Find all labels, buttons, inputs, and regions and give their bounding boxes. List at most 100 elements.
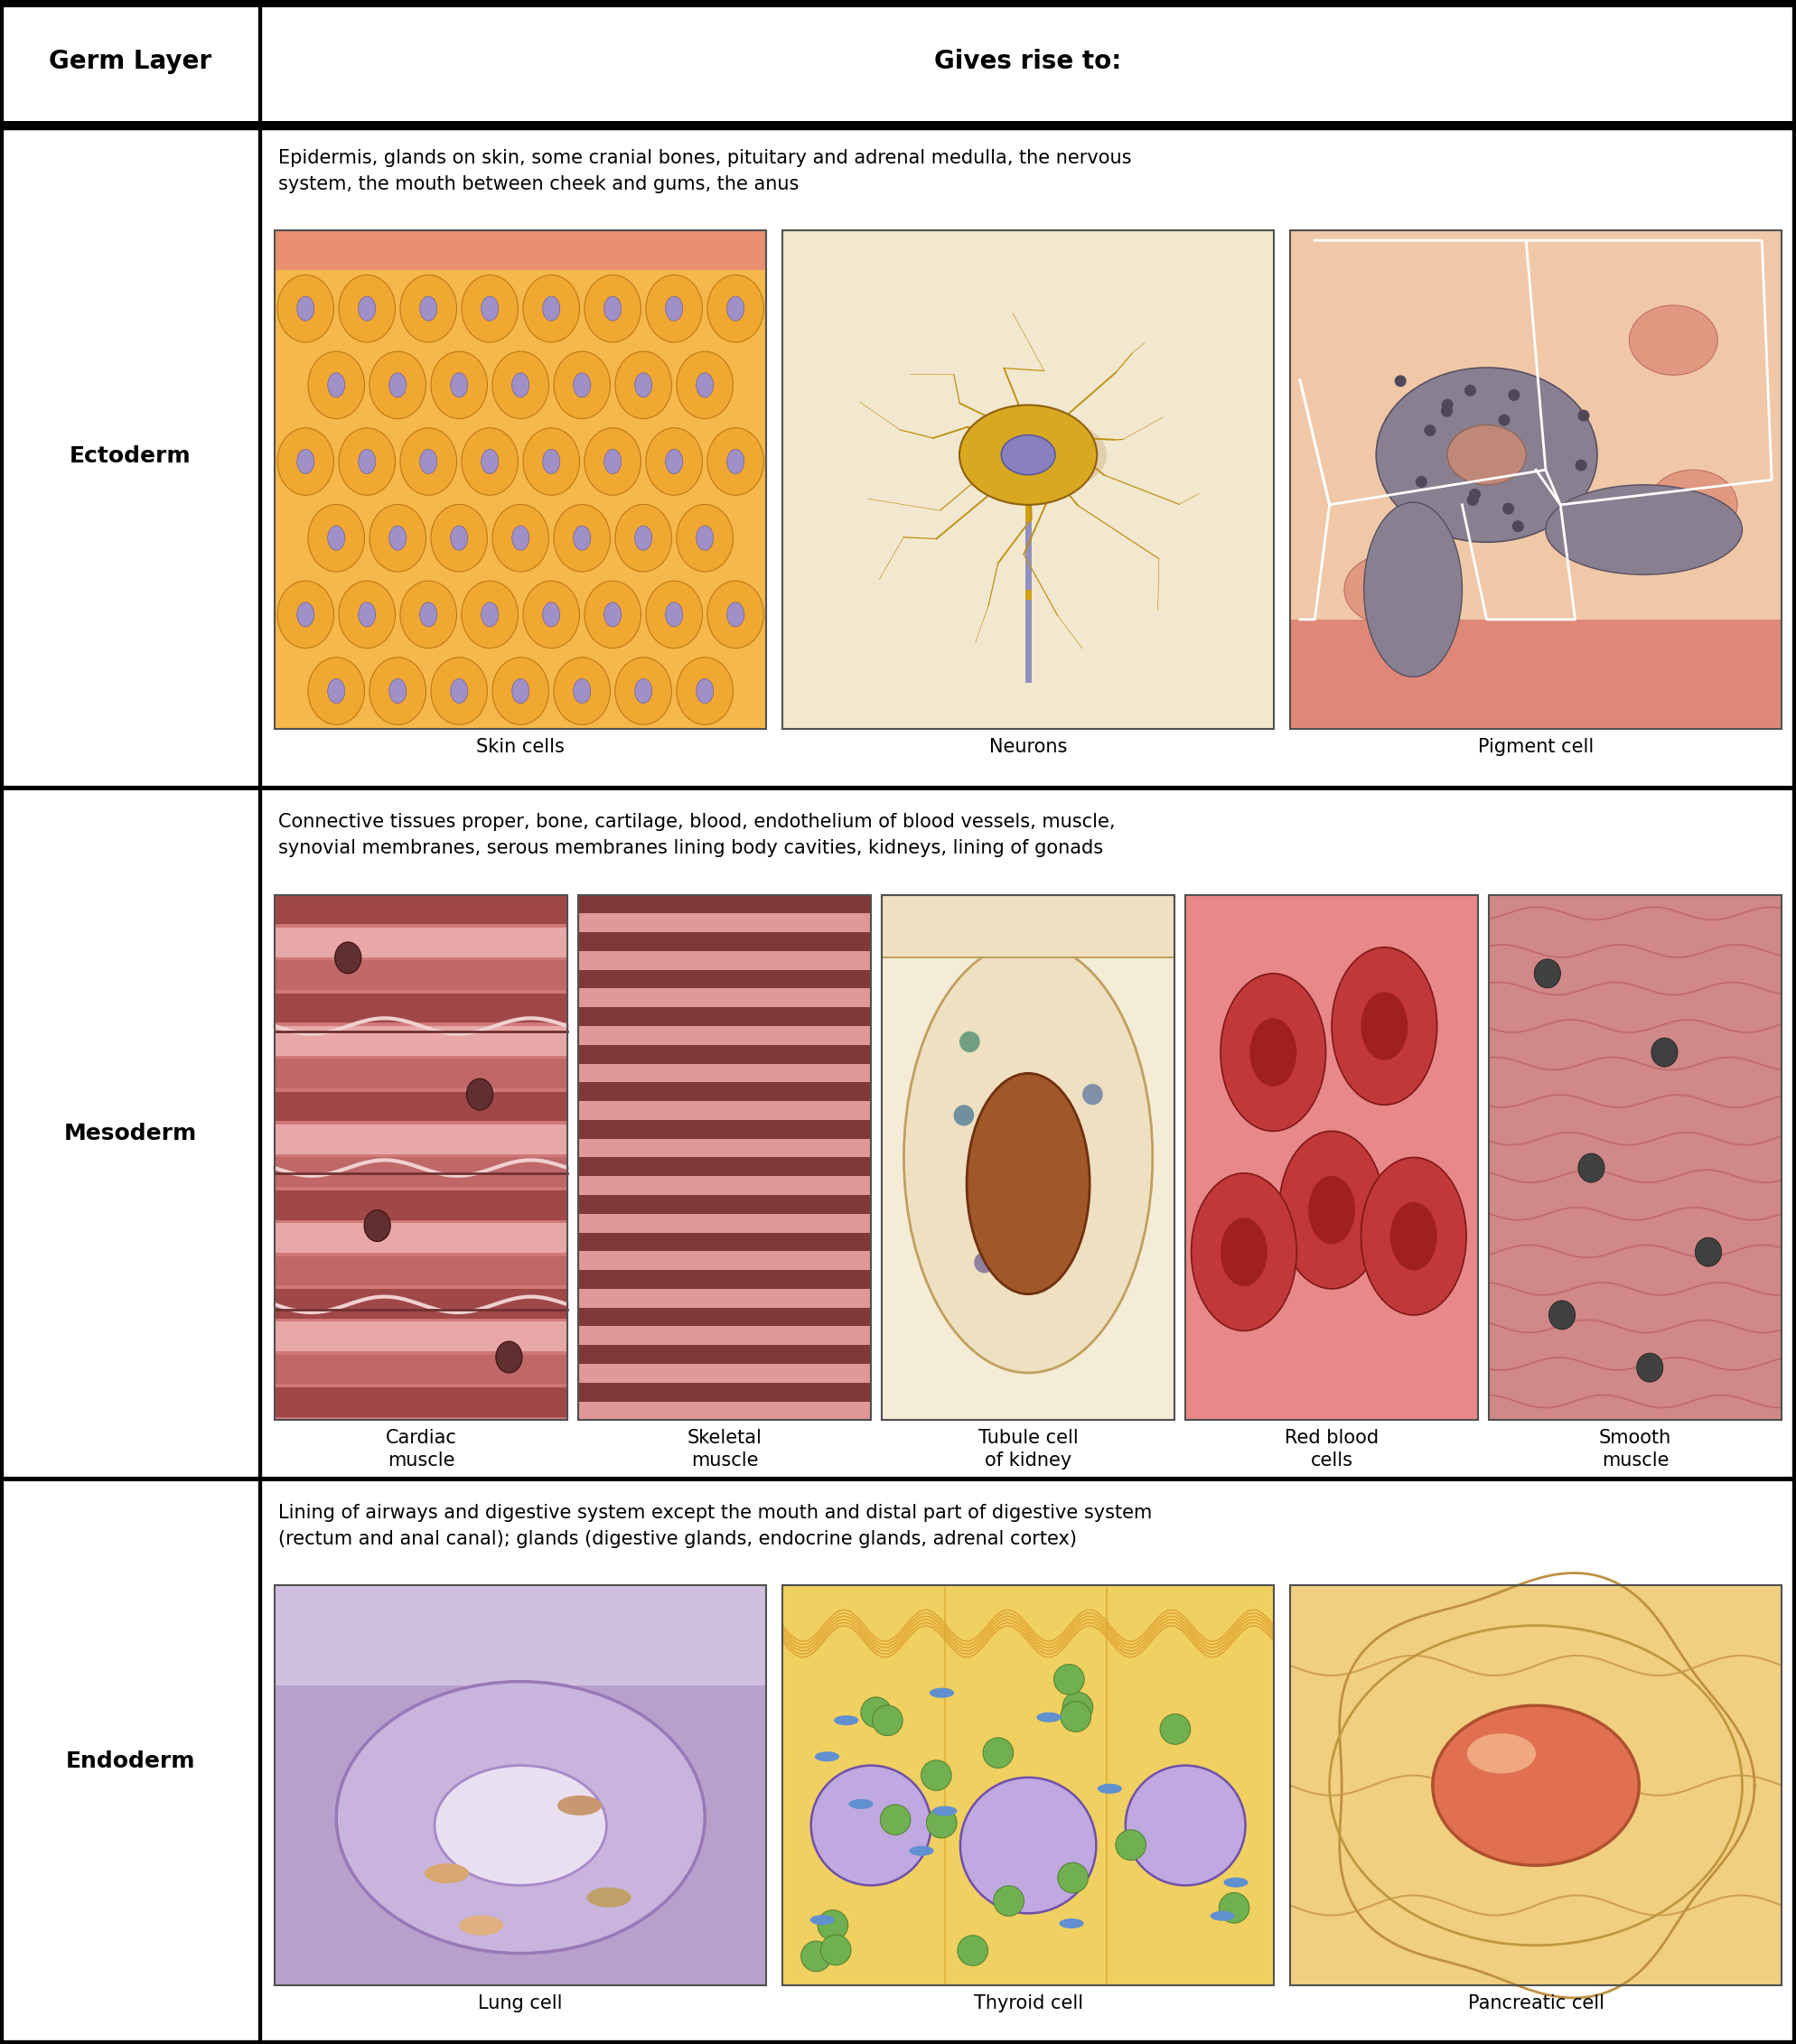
Ellipse shape: [435, 1766, 607, 1885]
Bar: [578, 895, 871, 914]
Ellipse shape: [462, 276, 517, 341]
Ellipse shape: [584, 580, 641, 648]
Ellipse shape: [277, 580, 334, 648]
Ellipse shape: [603, 450, 621, 474]
Ellipse shape: [420, 296, 436, 321]
Ellipse shape: [634, 679, 652, 703]
Text: Ectoderm: Ectoderm: [70, 446, 190, 466]
Ellipse shape: [462, 580, 517, 648]
Bar: [1290, 231, 1782, 730]
Bar: [578, 1363, 871, 1382]
Ellipse shape: [309, 505, 365, 572]
Ellipse shape: [697, 679, 713, 703]
Bar: [275, 928, 568, 957]
Text: Smooth
muscle: Smooth muscle: [1598, 1429, 1672, 1470]
Ellipse shape: [390, 372, 406, 397]
Ellipse shape: [481, 296, 499, 321]
Bar: [275, 1059, 568, 1089]
Bar: [882, 895, 1175, 1421]
Ellipse shape: [492, 352, 550, 419]
Ellipse shape: [557, 1795, 602, 1815]
Ellipse shape: [334, 942, 361, 973]
Ellipse shape: [616, 352, 672, 419]
Ellipse shape: [1651, 1038, 1677, 1067]
Bar: [882, 895, 1175, 1421]
Bar: [578, 932, 871, 950]
Ellipse shape: [542, 296, 560, 321]
Bar: [1489, 895, 1782, 1421]
Ellipse shape: [573, 679, 591, 703]
Ellipse shape: [523, 580, 580, 648]
Bar: [578, 914, 871, 932]
Ellipse shape: [1060, 1919, 1083, 1927]
Ellipse shape: [401, 427, 456, 495]
Ellipse shape: [647, 427, 702, 495]
Ellipse shape: [496, 1341, 523, 1374]
Bar: [275, 1290, 568, 1318]
Ellipse shape: [1083, 1083, 1103, 1106]
Ellipse shape: [359, 296, 375, 321]
Ellipse shape: [339, 276, 395, 341]
Ellipse shape: [1036, 1713, 1061, 1723]
Ellipse shape: [553, 505, 611, 572]
Ellipse shape: [634, 372, 652, 397]
Ellipse shape: [1221, 1218, 1268, 1286]
Bar: [275, 1388, 568, 1416]
Bar: [783, 1586, 1273, 1985]
Ellipse shape: [647, 276, 702, 341]
Ellipse shape: [666, 603, 682, 628]
Text: Epidermis, glands on skin, some cranial bones, pituitary and adrenal medulla, th: Epidermis, glands on skin, some cranial …: [278, 149, 1131, 192]
Ellipse shape: [460, 1915, 503, 1936]
Text: Pancreatic cell: Pancreatic cell: [1467, 1995, 1604, 2013]
Ellipse shape: [616, 658, 672, 726]
Circle shape: [1467, 495, 1478, 505]
Bar: [578, 1327, 871, 1345]
Ellipse shape: [815, 1752, 839, 1762]
Bar: [275, 1026, 568, 1055]
Ellipse shape: [365, 1210, 390, 1241]
Bar: [783, 231, 1273, 730]
Circle shape: [1498, 415, 1510, 425]
Bar: [783, 231, 1273, 730]
Ellipse shape: [424, 1864, 469, 1883]
Bar: [578, 1063, 871, 1083]
Bar: [275, 1322, 568, 1351]
Circle shape: [1219, 1893, 1250, 1923]
Ellipse shape: [309, 658, 365, 726]
Text: Connective tissues proper, bone, cartilage, blood, endothelium of blood vessels,: Connective tissues proper, bone, cartila…: [278, 814, 1115, 856]
Ellipse shape: [1390, 1202, 1437, 1271]
Bar: [578, 1157, 871, 1175]
Text: Lining of airways and digestive system except the mouth and distal part of diges: Lining of airways and digestive system e…: [278, 1504, 1153, 1547]
Ellipse shape: [420, 450, 436, 474]
Bar: [275, 895, 568, 924]
Ellipse shape: [451, 525, 467, 550]
Circle shape: [1509, 388, 1519, 401]
Bar: [578, 1345, 871, 1363]
Ellipse shape: [492, 658, 550, 726]
Ellipse shape: [1695, 1237, 1722, 1267]
Ellipse shape: [1629, 305, 1717, 376]
Ellipse shape: [1548, 1300, 1575, 1329]
Ellipse shape: [481, 603, 499, 628]
Ellipse shape: [677, 352, 733, 419]
Bar: [275, 1586, 767, 1985]
Ellipse shape: [999, 419, 1106, 491]
Bar: [578, 1139, 871, 1157]
Ellipse shape: [512, 679, 530, 703]
Circle shape: [880, 1805, 911, 1836]
Text: Red blood
cells: Red blood cells: [1284, 1429, 1379, 1470]
Text: Gives rise to:: Gives rise to:: [934, 49, 1122, 74]
Bar: [275, 1190, 568, 1220]
Bar: [1290, 1586, 1782, 1985]
Circle shape: [812, 1766, 930, 1885]
Ellipse shape: [666, 450, 682, 474]
Ellipse shape: [523, 276, 580, 341]
Ellipse shape: [359, 450, 375, 474]
Bar: [578, 1102, 871, 1120]
Ellipse shape: [296, 603, 314, 628]
Circle shape: [921, 1760, 952, 1791]
Circle shape: [1058, 1862, 1088, 1893]
Ellipse shape: [359, 603, 375, 628]
Ellipse shape: [492, 505, 550, 572]
Bar: [275, 1355, 568, 1384]
